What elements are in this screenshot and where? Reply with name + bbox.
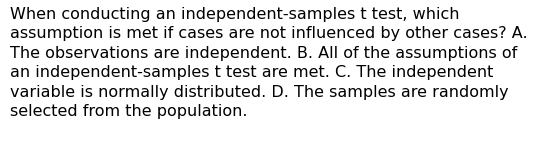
Text: an independent-samples t test are met. C. The independent: an independent-samples t test are met. C…	[10, 65, 493, 80]
Text: variable is normally distributed. D. The samples are randomly: variable is normally distributed. D. The…	[10, 85, 509, 100]
Text: assumption is met if cases are not influenced by other cases? A.: assumption is met if cases are not influ…	[10, 26, 528, 41]
Text: selected from the population.: selected from the population.	[10, 104, 248, 119]
Text: When conducting an independent-samples t test, which: When conducting an independent-samples t…	[10, 7, 460, 22]
Text: The observations are independent. B. All of the assumptions of: The observations are independent. B. All…	[10, 46, 517, 61]
